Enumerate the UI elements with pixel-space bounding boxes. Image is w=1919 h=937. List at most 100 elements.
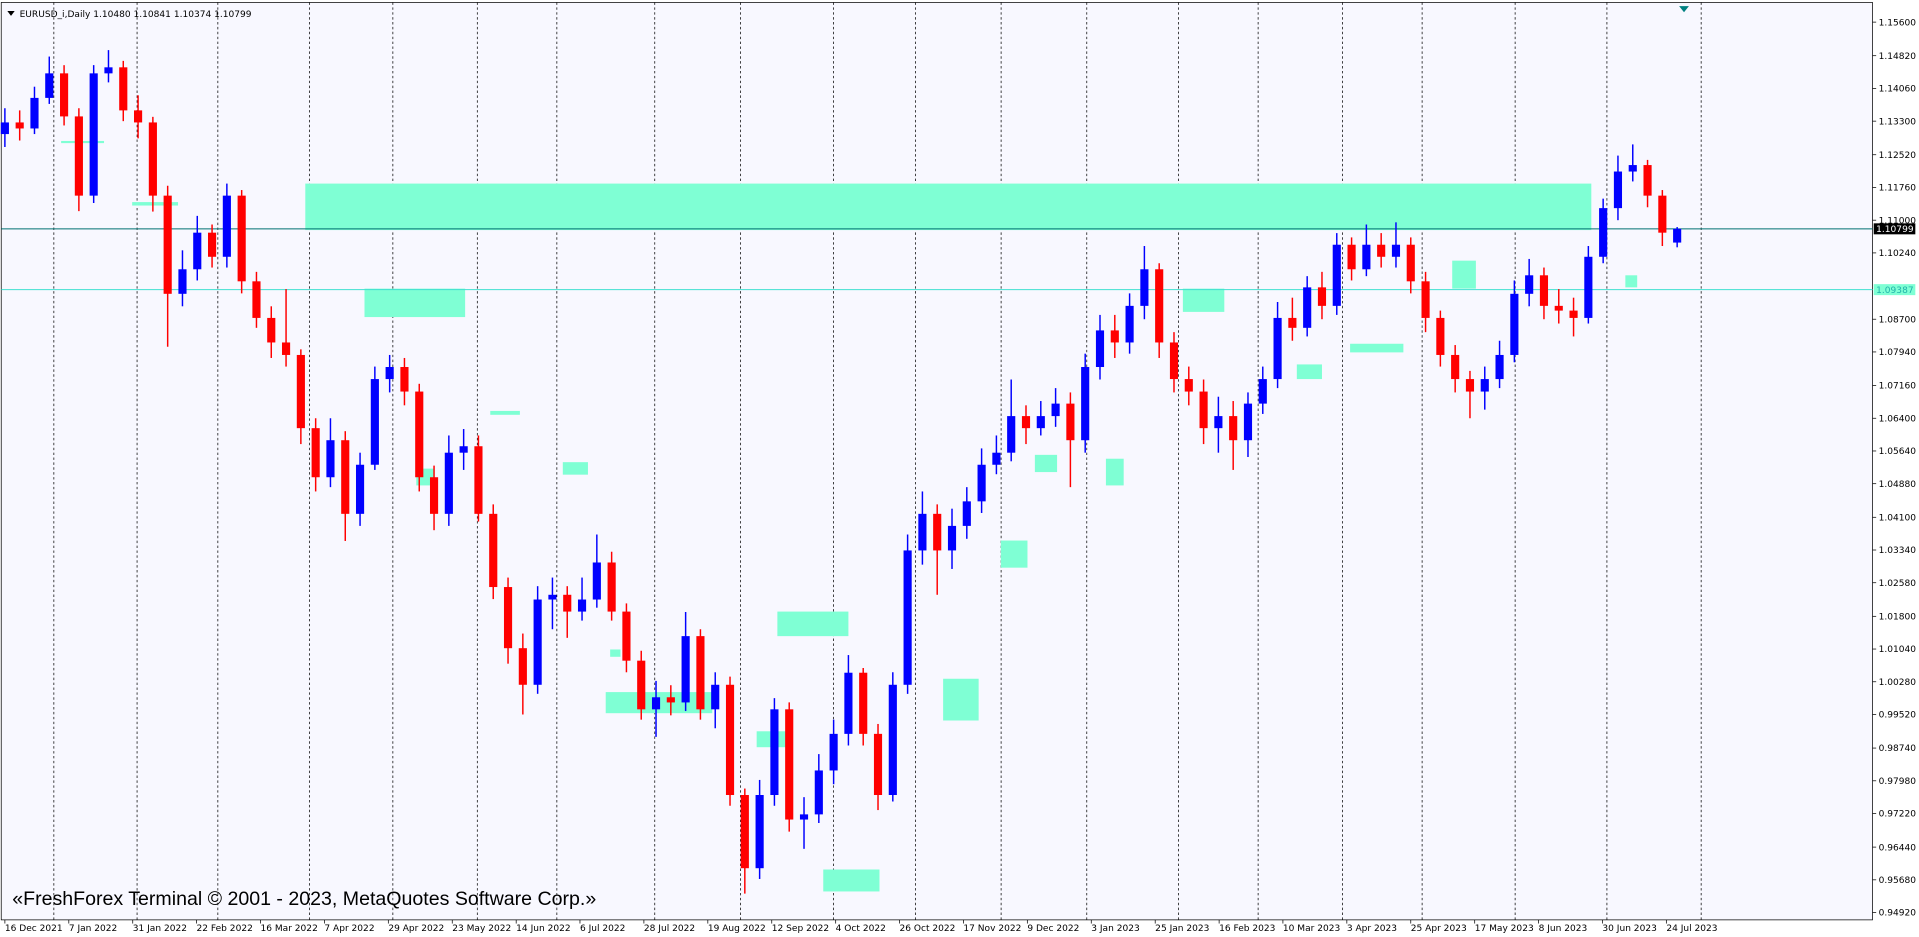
y-tick-label: 1.04100 (1879, 513, 1917, 523)
candle-body (829, 733, 838, 771)
y-tick-label: 0.97220 (1879, 810, 1917, 820)
candle-body (1214, 416, 1223, 429)
candle-body (74, 116, 83, 196)
y-tick-label: 1.11000 (1879, 216, 1917, 226)
y-tick-label: 0.97980 (1879, 777, 1917, 787)
zone (610, 649, 621, 657)
candle-body (563, 594, 572, 612)
candle-body (1036, 416, 1045, 429)
zone (823, 869, 880, 892)
y-tick-label: 1.01800 (1879, 612, 1917, 622)
candle-body (1391, 244, 1401, 257)
candle-body (400, 367, 409, 392)
candle-body (681, 636, 690, 703)
candle-body (60, 73, 69, 117)
x-tick-label: 4 Oct 2022 (836, 924, 886, 934)
candle-body (1673, 228, 1682, 243)
x-tick-label: 25 Apr 2023 (1411, 924, 1467, 934)
candle-body (1258, 379, 1267, 404)
candle-body (1288, 317, 1297, 328)
zone (1182, 288, 1225, 312)
x-tick-label: 17 May 2023 (1475, 924, 1534, 934)
candle-body (1169, 342, 1179, 380)
candle-body (104, 67, 113, 74)
price-label: 1.10799 (1876, 225, 1914, 235)
zone (1296, 364, 1322, 380)
y-tick-label: 1.06400 (1879, 414, 1917, 424)
candle-body (607, 562, 616, 612)
candle-body (1584, 256, 1593, 318)
y-tick-label: 1.14820 (1879, 52, 1917, 62)
candle-body (696, 636, 705, 710)
candle-body (518, 648, 527, 685)
x-tick-label: 16 Feb 2023 (1219, 924, 1276, 934)
candle-body (992, 452, 1001, 465)
candle-body (1140, 269, 1149, 306)
zone (1105, 458, 1124, 486)
zone (490, 410, 520, 415)
candle-body (459, 446, 468, 453)
candle-body (651, 697, 661, 710)
y-tick-label: 0.98740 (1879, 744, 1917, 754)
candle-body (947, 525, 957, 551)
x-tick-label: 8 Jun 2023 (1539, 924, 1588, 934)
candle-body (1243, 403, 1253, 441)
candle-body (1451, 354, 1460, 380)
candle-body (962, 501, 971, 526)
candle-body (429, 477, 439, 514)
zone (777, 611, 849, 637)
y-tick-label: 0.99520 (1879, 711, 1917, 721)
candle-body (1362, 244, 1371, 270)
candle-body (592, 562, 601, 600)
candle-body (148, 122, 157, 196)
candle-body (0, 122, 9, 135)
x-tick-label: 24 Jul 2023 (1666, 924, 1717, 934)
candle-body (1554, 305, 1563, 311)
y-tick-label: 1.13300 (1879, 117, 1917, 127)
candle-body (1510, 293, 1519, 355)
x-tick-label: 16 Dec 2021 (5, 924, 63, 934)
candle-body (711, 684, 720, 710)
y-tick-label: 0.95680 (1879, 876, 1917, 886)
candle-body (134, 110, 143, 123)
watermark: «FreshForex Terminal © 2001 - 2023, Meta… (12, 888, 596, 910)
candle-body (385, 367, 394, 380)
y-tick-label: 1.11760 (1879, 184, 1917, 194)
candle-body (1569, 310, 1578, 318)
y-tick-label: 1.03340 (1879, 546, 1917, 556)
candle-body (193, 232, 202, 270)
price-label: 1.09387 (1876, 286, 1913, 296)
chart-layer: 1.15600 1.14820 1.14060 1.13300 1.12520 1.117… (0, 18, 1917, 934)
x-tick-label: 12 Sep 2022 (772, 924, 829, 934)
candle-body (1465, 379, 1475, 392)
candle-body (1229, 416, 1238, 441)
candle-body (1436, 317, 1445, 355)
candle-body (415, 391, 424, 478)
candle-body (1081, 367, 1090, 441)
candle-body (237, 195, 246, 282)
candle-body (311, 428, 320, 478)
candle-body (1199, 391, 1208, 429)
candle-body (1007, 416, 1016, 453)
candle-body (30, 97, 39, 129)
x-tick-label: 23 May 2022 (452, 924, 511, 934)
candle-body (503, 587, 513, 649)
candle-body (489, 513, 498, 588)
y-tick-label: 1.14060 (1879, 85, 1917, 95)
x-tick-label: 3 Jan 2023 (1091, 924, 1140, 934)
candle-body (755, 795, 764, 869)
x-tick-label: 9 Dec 2022 (1027, 924, 1079, 934)
candle-body (637, 660, 646, 710)
x-tick-label: 26 Oct 2022 (899, 924, 955, 934)
candle-body (1599, 208, 1608, 257)
y-tick-label: 1.07940 (1879, 348, 1917, 358)
candle-body (178, 269, 187, 294)
x-tick-label: 16 Mar 2022 (260, 924, 317, 934)
x-tick-label: 19 Aug 2022 (708, 924, 766, 934)
zone (1034, 454, 1058, 473)
candle-body (1539, 275, 1549, 306)
y-tick-label: 1.01040 (1879, 645, 1917, 655)
candle-body (770, 709, 779, 796)
